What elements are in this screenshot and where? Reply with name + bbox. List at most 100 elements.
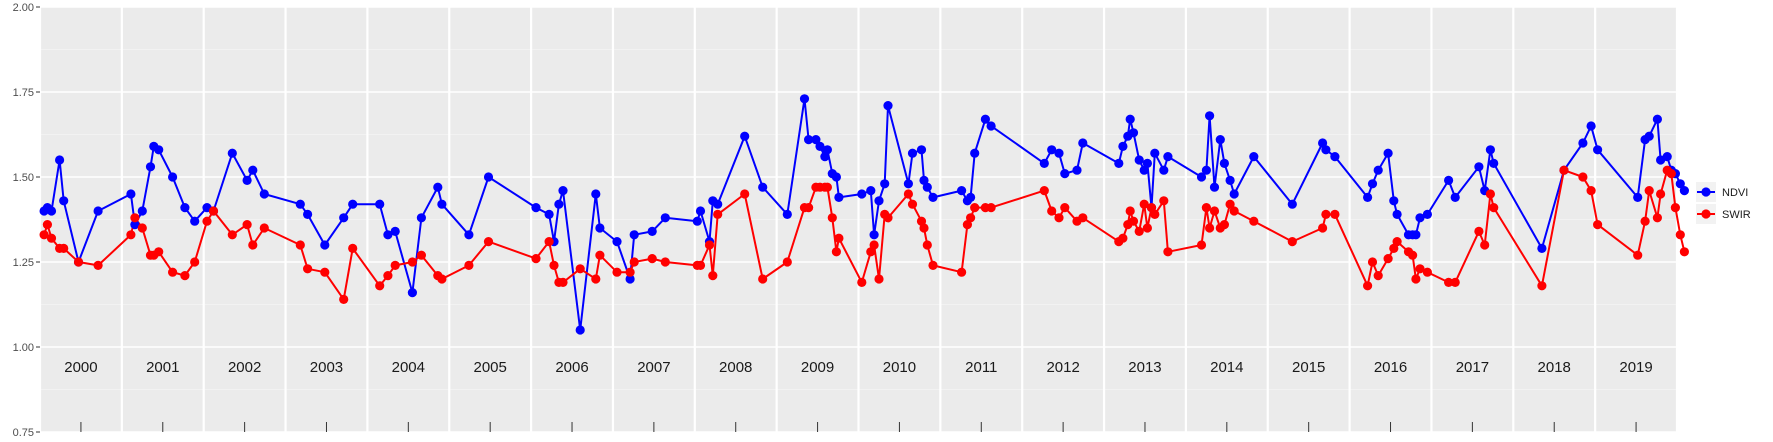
data-point-swir (1537, 281, 1547, 291)
year-label: 2019 (1619, 359, 1652, 376)
data-point-swir (1128, 216, 1139, 226)
legend-key-point (1701, 209, 1711, 219)
data-point-ndvi (799, 94, 810, 104)
data-point-ndvi (1215, 135, 1225, 145)
year-label: 2005 (473, 359, 506, 376)
data-point-ndvi (695, 206, 706, 216)
year-label: 2012 (1046, 359, 1079, 376)
data-point-ndvi (1578, 138, 1588, 148)
data-point-swir (416, 250, 426, 260)
data-point-swir (869, 240, 879, 250)
data-point-swir (1039, 186, 1049, 196)
data-point-ndvi (857, 189, 867, 199)
data-point-ndvi (625, 274, 635, 284)
data-point-swir (1640, 216, 1650, 226)
data-point-swir (1383, 254, 1393, 264)
data-point-swir (464, 260, 474, 270)
data-point-ndvi (629, 230, 639, 240)
data-point-swir (1318, 223, 1328, 233)
data-point-ndvi (1142, 158, 1152, 168)
data-point-ndvi (55, 155, 65, 165)
data-point-swir (190, 257, 200, 267)
data-point-swir (903, 189, 914, 199)
data-point-swir (827, 213, 837, 223)
data-point-swir (591, 274, 601, 284)
data-point-swir (549, 260, 559, 270)
data-point-ndvi (1159, 165, 1169, 175)
data-point-swir (822, 182, 833, 192)
data-point-swir (986, 203, 996, 213)
data-point-ndvi (1586, 121, 1596, 131)
data-point-swir (758, 274, 768, 284)
data-point-ndvi (1411, 230, 1421, 240)
data-point-ndvi (1209, 182, 1220, 192)
data-point-swir (1633, 250, 1643, 260)
data-point-swir (1444, 277, 1454, 287)
data-point-swir (202, 216, 212, 226)
data-point-swir (629, 257, 639, 267)
data-point-swir (1205, 223, 1215, 233)
data-point-swir (1392, 237, 1402, 247)
data-point-swir (1578, 172, 1588, 182)
data-point-ndvi (612, 237, 622, 247)
data-point-swir (957, 267, 967, 277)
year-label: 2003 (310, 359, 343, 376)
data-point-ndvi (595, 223, 605, 233)
data-point-swir (1679, 247, 1689, 257)
data-point-ndvi (1060, 169, 1070, 179)
grid-layer (38, 6, 1679, 433)
data-point-swir (1411, 274, 1421, 284)
data-point-ndvi (558, 186, 568, 196)
data-point-swir (1054, 213, 1064, 223)
data-point-ndvi (1134, 155, 1144, 165)
data-point-ndvi (1415, 213, 1425, 223)
data-point-swir (1287, 237, 1297, 247)
data-point-ndvi (880, 179, 890, 189)
data-point-swir (1373, 271, 1383, 281)
data-point-swir (544, 237, 554, 247)
data-point-swir (1666, 169, 1676, 179)
data-point-swir (248, 240, 258, 250)
data-point-ndvi (531, 203, 541, 213)
data-point-ndvi (1633, 192, 1643, 202)
year-label: 2006 (555, 359, 588, 376)
year-label: 2000 (64, 359, 97, 376)
data-point-ndvi (137, 206, 147, 216)
data-point-swir (708, 271, 718, 281)
data-point-ndvi (126, 189, 136, 199)
data-point-swir (1485, 189, 1495, 199)
data-point-ndvi (1219, 158, 1229, 168)
data-point-ndvi (1163, 152, 1173, 162)
y-tick-label: 1.75 (13, 87, 34, 99)
data-point-swir (647, 254, 657, 264)
legend: NDVI SWIR (1696, 182, 1751, 224)
data-point-ndvi (1367, 179, 1378, 189)
data-point-swir (59, 243, 69, 253)
data-point-ndvi (1383, 148, 1393, 158)
data-point-swir (834, 233, 844, 243)
data-point-swir (320, 267, 330, 277)
data-point-ndvi (1679, 186, 1689, 196)
data-point-ndvi (883, 101, 893, 111)
data-point-ndvi (375, 199, 385, 209)
data-point-swir (154, 247, 164, 257)
data-point-ndvi (1249, 152, 1259, 162)
data-point-ndvi (1373, 165, 1383, 175)
data-point-swir (295, 240, 305, 250)
data-point-ndvi (1422, 209, 1432, 219)
data-point-swir (1060, 203, 1070, 213)
data-point-ndvi (544, 209, 554, 219)
data-point-ndvi (1644, 131, 1654, 141)
data-point-swir (1196, 240, 1207, 250)
data-point-swir (1163, 247, 1173, 257)
data-point-swir (919, 223, 929, 233)
legend-key-point (1701, 187, 1711, 197)
data-point-swir (713, 209, 723, 219)
data-point-ndvi (259, 189, 269, 199)
year-label: 2001 (146, 359, 179, 376)
data-point-swir (704, 240, 715, 250)
data-point-swir (970, 203, 980, 213)
data-point-swir (1656, 189, 1666, 199)
data-point-swir (130, 213, 140, 223)
